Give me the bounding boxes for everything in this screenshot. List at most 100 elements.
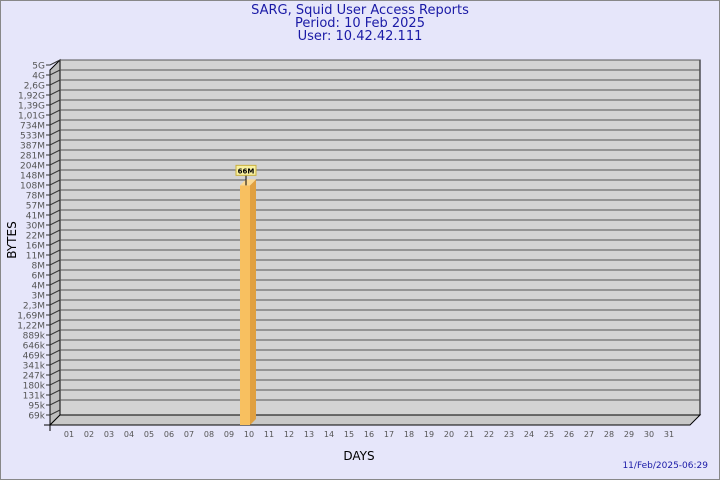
y-tick-label: 131k — [23, 392, 46, 402]
x-tick-label: 20 — [444, 430, 454, 439]
y-tick — [46, 249, 61, 256]
y-tick-label: 4G — [32, 72, 45, 82]
y-tick-label: 2,3M — [23, 302, 45, 312]
timestamp: 11/Feb/2025-06:29 — [622, 461, 708, 471]
x-tick-label: 15 — [344, 430, 354, 439]
y-tick — [46, 109, 61, 116]
y-tick-label: 1,22M — [17, 322, 45, 332]
y-tick — [46, 169, 61, 176]
y-tick-label: 41M — [26, 212, 45, 222]
x-tick-label: 31 — [664, 430, 674, 439]
plot-back-wall — [59, 59, 701, 416]
y-tick-label: 108M — [20, 182, 45, 192]
y-tick-label: 387M — [20, 142, 45, 152]
y-tick-label: 148M — [20, 172, 45, 182]
y-axis-title: BYTES — [5, 221, 19, 258]
y-tick — [46, 289, 61, 296]
y-tick — [46, 339, 61, 346]
x-tick-label: 06 — [164, 430, 174, 439]
x-tick-label: 21 — [464, 430, 474, 439]
y-tick — [46, 259, 61, 266]
y-tick — [46, 369, 61, 376]
y-tick-label: 204M — [20, 162, 45, 172]
y-tick-label: 646k — [23, 342, 46, 352]
y-tick — [46, 279, 61, 286]
y-tick — [46, 309, 61, 316]
chart-period: Period: 10 Feb 2025 — [295, 16, 425, 31]
y-tick — [46, 299, 61, 306]
y-tick-label: 57M — [26, 202, 45, 212]
x-tick-label: 02 — [84, 430, 94, 439]
x-tick-label: 13 — [304, 430, 314, 439]
y-tick — [46, 179, 61, 186]
y-tick — [46, 139, 61, 146]
y-tick-label: 95k — [28, 402, 45, 412]
x-tick-label: 17 — [384, 430, 394, 439]
y-tick — [46, 79, 61, 86]
y-tick — [46, 199, 61, 206]
x-tick-label: 05 — [144, 430, 154, 439]
y-tick-label: 1,39G — [18, 102, 45, 112]
y-tick-label: 22M — [26, 232, 45, 242]
y-tick-label: 1,92G — [18, 92, 45, 102]
data-label: 66M — [238, 167, 255, 175]
x-axis-title: DAYS — [343, 449, 374, 463]
y-tick — [46, 189, 61, 196]
y-tick — [46, 119, 61, 126]
y-tick — [46, 389, 61, 396]
y-tick-label: 247k — [23, 372, 46, 382]
y-tick — [46, 399, 61, 406]
y-tick — [46, 219, 61, 226]
chart-title: SARG, Squid User Access Reports — [251, 3, 469, 18]
x-tick-label: 24 — [524, 430, 534, 439]
y-tick — [46, 269, 61, 276]
x-tick-label: 18 — [404, 430, 414, 439]
bar-top — [240, 179, 256, 186]
y-tick-label: 734M — [20, 122, 45, 132]
x-tick-label: 11 — [264, 430, 274, 439]
y-tick-label: 11M — [26, 252, 45, 262]
y-tick-label: 4M — [32, 282, 46, 292]
x-tick-label: 22 — [484, 430, 494, 439]
y-tick — [46, 89, 61, 96]
x-tick-label: 07 — [184, 430, 194, 439]
plot-floor — [48, 414, 702, 426]
y-tick-label: 2,6G — [24, 82, 45, 92]
x-tick-label: 26 — [564, 430, 574, 439]
y-tick-label: 341k — [23, 362, 46, 372]
bar-front — [240, 185, 250, 425]
x-tick-label: 10 — [244, 430, 254, 439]
y-tick — [46, 69, 61, 76]
y-tick-label: 78M — [26, 192, 45, 202]
y-tick — [46, 359, 61, 366]
y-tick — [46, 379, 61, 386]
y-tick-label: 281M — [20, 152, 45, 162]
x-tick-label: 27 — [584, 430, 594, 439]
y-tick — [46, 409, 61, 416]
bar-side — [250, 179, 256, 425]
y-tick-label: 30M — [26, 222, 45, 232]
y-tick-label: 533M — [20, 132, 45, 142]
y-tick — [46, 99, 61, 106]
y-tick — [46, 239, 61, 246]
x-tick-label: 19 — [424, 430, 434, 439]
x-tick-label: 03 — [104, 430, 114, 439]
x-tick-label: 04 — [124, 430, 134, 439]
y-tick — [46, 349, 61, 356]
y-tick-label: 69k — [28, 412, 45, 422]
y-tick — [46, 229, 61, 236]
x-tick-label: 14 — [324, 430, 334, 439]
y-tick-label: 8M — [32, 262, 46, 272]
x-tick-label: 28 — [604, 430, 614, 439]
y-tick — [46, 129, 61, 136]
y-tick — [46, 319, 61, 326]
x-tick-label: 25 — [544, 430, 554, 439]
y-tick-label: 6M — [32, 272, 46, 282]
y-tick-label: 3M — [32, 292, 46, 302]
x-tick-label: 16 — [364, 430, 374, 439]
x-tick-label: 09 — [224, 430, 234, 439]
chart-user: User: 10.42.42.111 — [297, 29, 423, 44]
y-tick-label: 1,01G — [18, 112, 45, 122]
y-tick-label: 889k — [23, 332, 46, 342]
